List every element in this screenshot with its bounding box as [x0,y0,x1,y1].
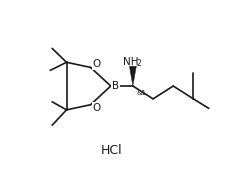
Text: O: O [92,59,100,69]
Text: O: O [92,103,100,113]
Polygon shape [129,66,136,86]
Text: 2: 2 [137,59,141,68]
Text: B: B [112,81,119,91]
Text: HCl: HCl [101,144,123,157]
Text: NH: NH [123,57,138,66]
Text: &1: &1 [136,90,146,96]
